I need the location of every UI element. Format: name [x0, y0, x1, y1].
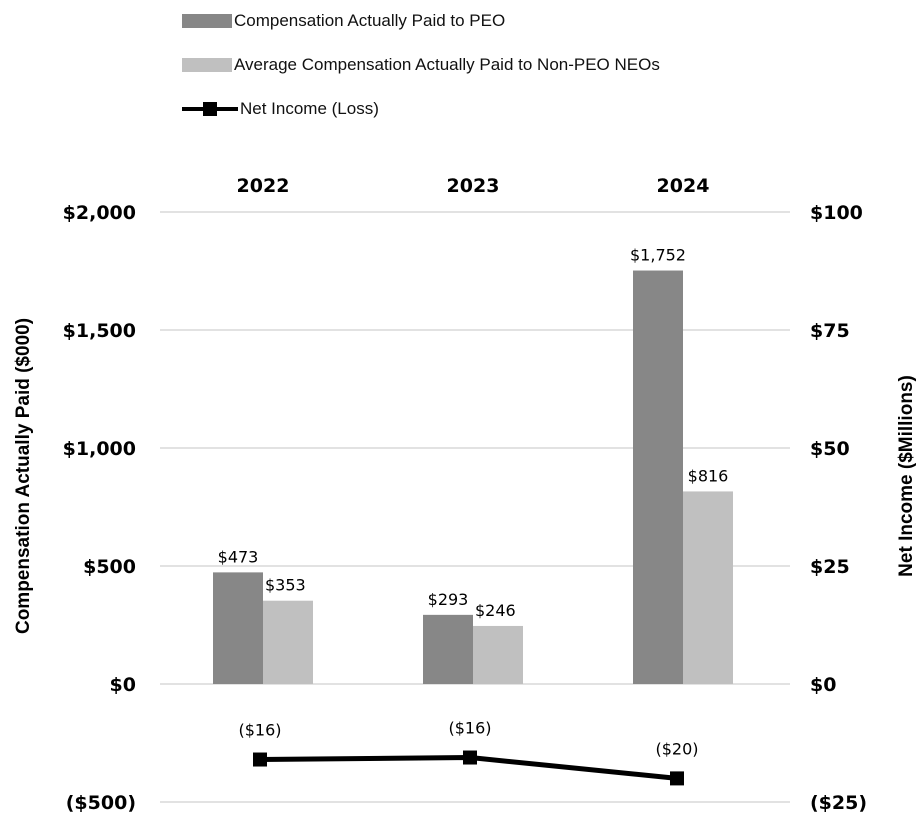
bar-data-label: $816 — [688, 466, 729, 485]
line-layer — [253, 750, 684, 786]
bar-data-label: $473 — [218, 547, 259, 566]
bar-non-peo — [683, 491, 733, 684]
line-data-label: ($16) — [448, 719, 491, 738]
bar-data-label: $293 — [428, 590, 469, 609]
category-label: 2022 — [237, 175, 290, 197]
legend-label-net-income: Net Income (Loss) — [240, 99, 379, 118]
legend-label-peo: Compensation Actually Paid to PEO — [234, 11, 506, 30]
y-tick-label: $500 — [83, 556, 136, 578]
label-layer: $473 $293 $1,752 $353 $246 $816 ($16) ($16) ($20… — [218, 246, 729, 759]
bar-non-peo — [263, 600, 313, 684]
y2-tick-label: $75 — [810, 320, 850, 342]
bar-non-peo — [473, 625, 523, 684]
y-tick-label: $1,500 — [63, 320, 136, 342]
category-label: 2024 — [657, 175, 710, 197]
category-label: 2023 — [447, 175, 500, 197]
legend-item-net-income: Net Income (Loss) — [182, 94, 660, 124]
y2-tick-label: $25 — [810, 556, 850, 578]
bar-peo — [213, 572, 263, 684]
bar-data-label: $246 — [475, 601, 516, 620]
y2-tick-label: ($25) — [810, 792, 867, 814]
y2-tick-label: $50 — [810, 438, 850, 460]
y-tick-label: $2,000 — [63, 202, 136, 224]
axis-layer: $2,000 $1,500 $1,000 $500 $0 ($500) $100 $75 $50… — [63, 175, 867, 814]
bar-peo — [423, 614, 473, 684]
legend-item-peo: Compensation Actually Paid to PEO — [182, 6, 660, 36]
line-data-label: ($16) — [238, 721, 281, 740]
legend-item-non-peo: Average Compensation Actually Paid to No… — [182, 50, 660, 80]
y2-axis-title: Net Income ($Millions) — [896, 375, 917, 577]
net-income-marker — [463, 750, 477, 765]
bar-peo — [633, 270, 683, 684]
legend-label-non-peo: Average Compensation Actually Paid to No… — [234, 55, 660, 74]
legend: Compensation Actually Paid to PEO Averag… — [182, 6, 660, 138]
net-income-marker — [253, 752, 267, 767]
y2-tick-label: $0 — [810, 674, 836, 696]
line-data-label: ($20) — [655, 739, 698, 758]
y-tick-label: $1,000 — [63, 438, 136, 460]
net-income-marker — [670, 771, 684, 786]
y-tick-label: $0 — [110, 674, 136, 696]
legend-swatch-peo — [182, 14, 232, 28]
bar-data-label: $353 — [265, 576, 306, 595]
legend-swatch-non-peo — [182, 58, 232, 72]
legend-line-marker-icon — [182, 102, 238, 116]
y-axis-title: Compensation Actually Paid ($000) — [13, 318, 34, 634]
bar-data-label: $1,752 — [630, 246, 686, 265]
y-tick-label: ($500) — [66, 792, 136, 814]
bar-layer — [213, 270, 733, 684]
y2-tick-label: $100 — [810, 202, 863, 224]
